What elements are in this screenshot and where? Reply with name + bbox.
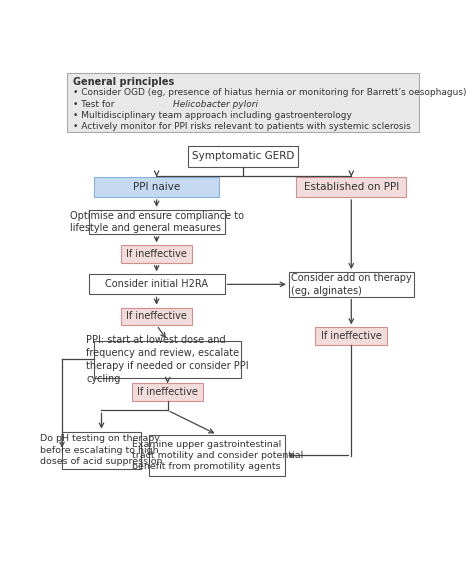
- FancyBboxPatch shape: [296, 177, 406, 197]
- Text: • Multidisciplinary team approach including gastroenterology: • Multidisciplinary team approach includ…: [73, 111, 352, 120]
- Text: Do pH testing on therapy
before escalating to high
doses of acid suppression: Do pH testing on therapy before escalati…: [40, 434, 163, 466]
- Text: If ineffective: If ineffective: [321, 331, 382, 341]
- Text: Established on PPI: Established on PPI: [304, 182, 399, 192]
- Text: Examine upper gastrointestinal
tract motility and consider potential
benefit fro: Examine upper gastrointestinal tract mot…: [132, 439, 303, 471]
- Text: Helicobacter pylori: Helicobacter pylori: [173, 100, 258, 108]
- FancyBboxPatch shape: [89, 274, 225, 295]
- Text: Consider initial H2RA: Consider initial H2RA: [105, 279, 208, 290]
- FancyBboxPatch shape: [62, 431, 141, 469]
- Text: General principles: General principles: [73, 77, 174, 87]
- FancyBboxPatch shape: [316, 327, 387, 345]
- FancyBboxPatch shape: [121, 245, 192, 263]
- Text: • Test for: • Test for: [73, 100, 118, 108]
- Text: • Actively monitor for PPI risks relevant to patients with systemic sclerosis: • Actively monitor for PPI risks relevan…: [73, 123, 411, 131]
- FancyBboxPatch shape: [149, 435, 285, 477]
- Text: If ineffective: If ineffective: [126, 311, 187, 321]
- Text: If ineffective: If ineffective: [137, 387, 198, 397]
- FancyBboxPatch shape: [121, 308, 192, 325]
- FancyBboxPatch shape: [66, 73, 419, 132]
- FancyBboxPatch shape: [94, 177, 219, 197]
- FancyBboxPatch shape: [89, 210, 225, 234]
- Text: PPI: start at lowest dose and
frequency and review, escalate
therapy if needed o: PPI: start at lowest dose and frequency …: [86, 335, 249, 384]
- FancyBboxPatch shape: [132, 383, 203, 401]
- Text: Symptomatic GERD: Symptomatic GERD: [192, 151, 294, 161]
- FancyBboxPatch shape: [188, 146, 298, 166]
- Text: • Consider OGD (eg, presence of hiatus hernia or monitoring for Barrett’s oesoph: • Consider OGD (eg, presence of hiatus h…: [73, 88, 467, 97]
- Text: Consider add on therapy
(eg, alginates): Consider add on therapy (eg, alginates): [291, 273, 411, 296]
- Text: If ineffective: If ineffective: [126, 249, 187, 259]
- Text: PPI naive: PPI naive: [133, 182, 180, 192]
- FancyBboxPatch shape: [289, 272, 414, 296]
- FancyBboxPatch shape: [94, 341, 241, 378]
- Text: Optimise and ensure compliance to
lifestyle and general measures: Optimise and ensure compliance to lifest…: [70, 211, 244, 234]
